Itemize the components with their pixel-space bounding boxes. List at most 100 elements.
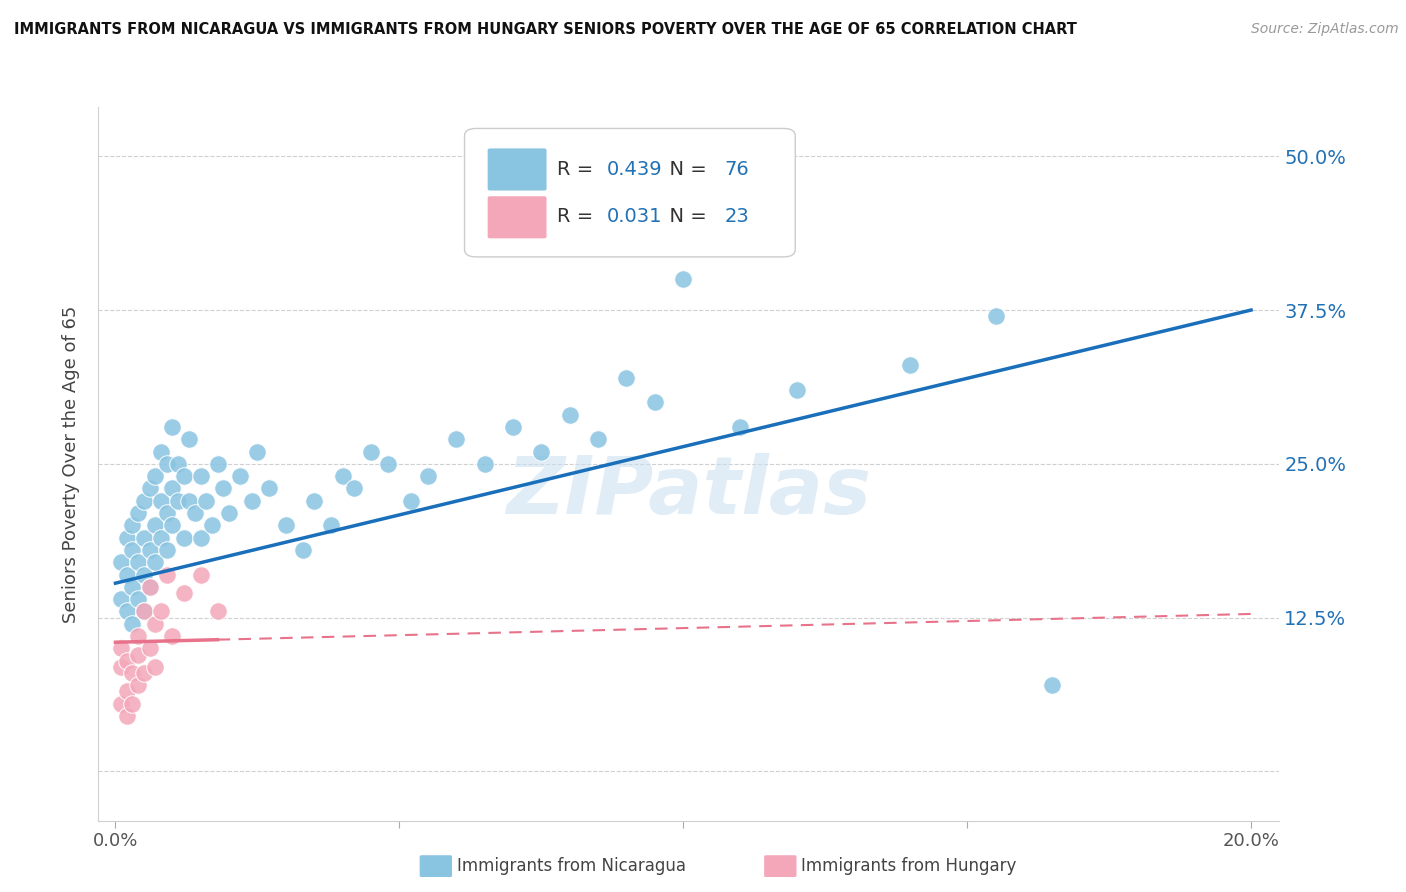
Point (167, 493, 190, 508)
Point (162, 518, 183, 533)
Point (530, 444, 553, 458)
Point (110, 660, 132, 674)
Point (474, 457, 496, 471)
Point (149, 444, 172, 458)
Point (257, 482, 280, 496)
Point (167, 457, 190, 471)
Point (195, 493, 218, 508)
Point (586, 432, 609, 446)
Point (110, 555, 132, 569)
Point (240, 493, 263, 508)
Point (115, 605, 138, 619)
FancyBboxPatch shape (486, 195, 547, 239)
Text: R =: R = (557, 160, 599, 178)
Point (155, 457, 177, 471)
Point (138, 580, 160, 594)
Point (132, 665, 155, 680)
Point (127, 678, 149, 692)
Point (274, 518, 297, 533)
Point (143, 616, 166, 631)
Point (121, 665, 143, 680)
Point (474, 235, 496, 250)
Point (143, 660, 166, 674)
Point (127, 648, 149, 662)
Point (332, 469, 354, 483)
Point (149, 531, 172, 545)
Point (190, 469, 212, 483)
Point (127, 506, 149, 520)
Point (121, 518, 143, 533)
Point (143, 469, 166, 483)
Text: N =: N = (657, 160, 713, 178)
Point (672, 272, 695, 286)
Point (132, 605, 155, 619)
Point (127, 629, 149, 643)
Point (121, 543, 143, 558)
Point (291, 543, 314, 558)
Point (121, 697, 143, 711)
Point (173, 469, 195, 483)
Point (115, 531, 138, 545)
Text: Immigrants from Hungary: Immigrants from Hungary (801, 857, 1017, 875)
Point (110, 592, 132, 607)
Point (132, 605, 155, 619)
Point (138, 482, 160, 496)
Point (900, 359, 922, 373)
Point (984, 309, 1007, 323)
Text: N =: N = (657, 208, 713, 227)
Point (360, 444, 382, 458)
Point (115, 709, 138, 723)
Point (132, 531, 155, 545)
Point (558, 408, 581, 422)
Point (173, 531, 195, 545)
Point (121, 580, 143, 594)
Point (173, 586, 195, 600)
Point (115, 684, 138, 698)
Point (190, 567, 212, 582)
Text: Immigrants from Nicaragua: Immigrants from Nicaragua (457, 857, 686, 875)
Text: 23: 23 (724, 208, 749, 227)
Point (138, 543, 160, 558)
Point (162, 482, 183, 496)
Point (207, 605, 229, 619)
Y-axis label: Seniors Poverty Over the Age of 65: Seniors Poverty Over the Age of 65 (62, 305, 80, 623)
Point (149, 605, 172, 619)
Point (132, 567, 155, 582)
Point (190, 531, 212, 545)
Point (1040, 678, 1063, 692)
Point (377, 457, 399, 471)
Text: 0.031: 0.031 (606, 208, 662, 227)
Point (229, 469, 252, 483)
Point (121, 616, 143, 631)
Point (110, 641, 132, 656)
Text: 76: 76 (724, 160, 749, 178)
Text: IMMIGRANTS FROM NICARAGUA VS IMMIGRANTS FROM HUNGARY SENIORS POVERTY OVER THE AG: IMMIGRANTS FROM NICARAGUA VS IMMIGRANTS … (14, 22, 1077, 37)
Point (162, 420, 183, 434)
Point (127, 592, 149, 607)
Point (416, 469, 439, 483)
Point (138, 580, 160, 594)
Point (155, 543, 177, 558)
Point (786, 383, 808, 397)
Point (155, 567, 177, 582)
Point (616, 186, 638, 201)
Point (321, 518, 343, 533)
Text: ZIPatlas: ZIPatlas (506, 453, 872, 532)
Text: R =: R = (557, 208, 599, 227)
Point (302, 493, 325, 508)
Point (184, 506, 207, 520)
Point (115, 654, 138, 668)
Point (343, 482, 366, 496)
Point (530, 211, 553, 225)
Point (207, 457, 229, 471)
Point (132, 493, 155, 508)
Point (616, 370, 638, 384)
Text: Source: ZipAtlas.com: Source: ZipAtlas.com (1251, 22, 1399, 37)
Point (218, 506, 240, 520)
Point (728, 420, 751, 434)
Point (444, 432, 467, 446)
Point (502, 420, 524, 434)
Point (212, 482, 235, 496)
Point (162, 629, 183, 643)
Point (179, 432, 201, 446)
